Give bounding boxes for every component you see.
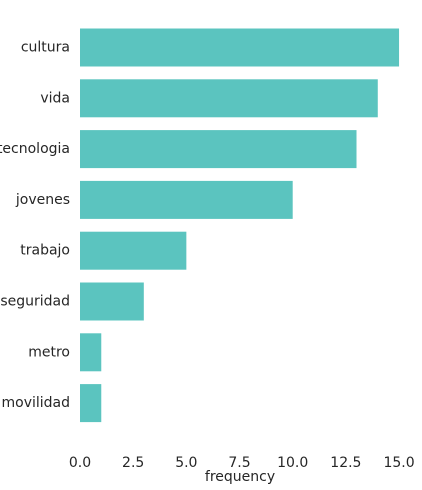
category-label-trabajo: trabajo — [20, 243, 70, 259]
x-tick-label: 5.0 — [175, 455, 197, 471]
category-label-seguridad: seguridad — [0, 294, 70, 310]
bar-seguridad — [80, 282, 144, 321]
category-label-jovenes: jovenes — [15, 192, 70, 208]
category-label-movilidad: movilidad — [1, 395, 70, 411]
x-tick-label: 12.5 — [330, 455, 361, 471]
x-tick-label: 10.0 — [277, 455, 308, 471]
category-label-metro: metro — [28, 344, 70, 360]
bar-jovenes — [80, 180, 293, 219]
bar-metro — [80, 333, 102, 372]
category-label-vida: vida — [40, 90, 70, 106]
bar-tecnologia — [80, 130, 357, 169]
bar-vida — [80, 79, 378, 118]
x-tick-label: 2.5 — [122, 455, 144, 471]
x-tick-label: 15.0 — [383, 455, 414, 471]
bars-group — [80, 28, 400, 423]
x-tick-labels: 0.0 2.5 5.0 7.5 10.0 12.5 15.0 — [69, 455, 415, 471]
x-tick-label: 0.0 — [69, 455, 91, 471]
x-tick-label: 7.5 — [228, 455, 250, 471]
category-label-tecnologia: tecnologia — [0, 141, 70, 157]
category-label-cultura: cultura — [21, 40, 70, 56]
bar-cultura — [80, 28, 400, 67]
category-labels: cultura vida tecnologia jovenes trabajo segur… — [0, 40, 70, 412]
x-axis-title: frequency — [205, 469, 275, 485]
bar-movilidad — [80, 384, 102, 423]
bar-trabajo — [80, 231, 187, 270]
